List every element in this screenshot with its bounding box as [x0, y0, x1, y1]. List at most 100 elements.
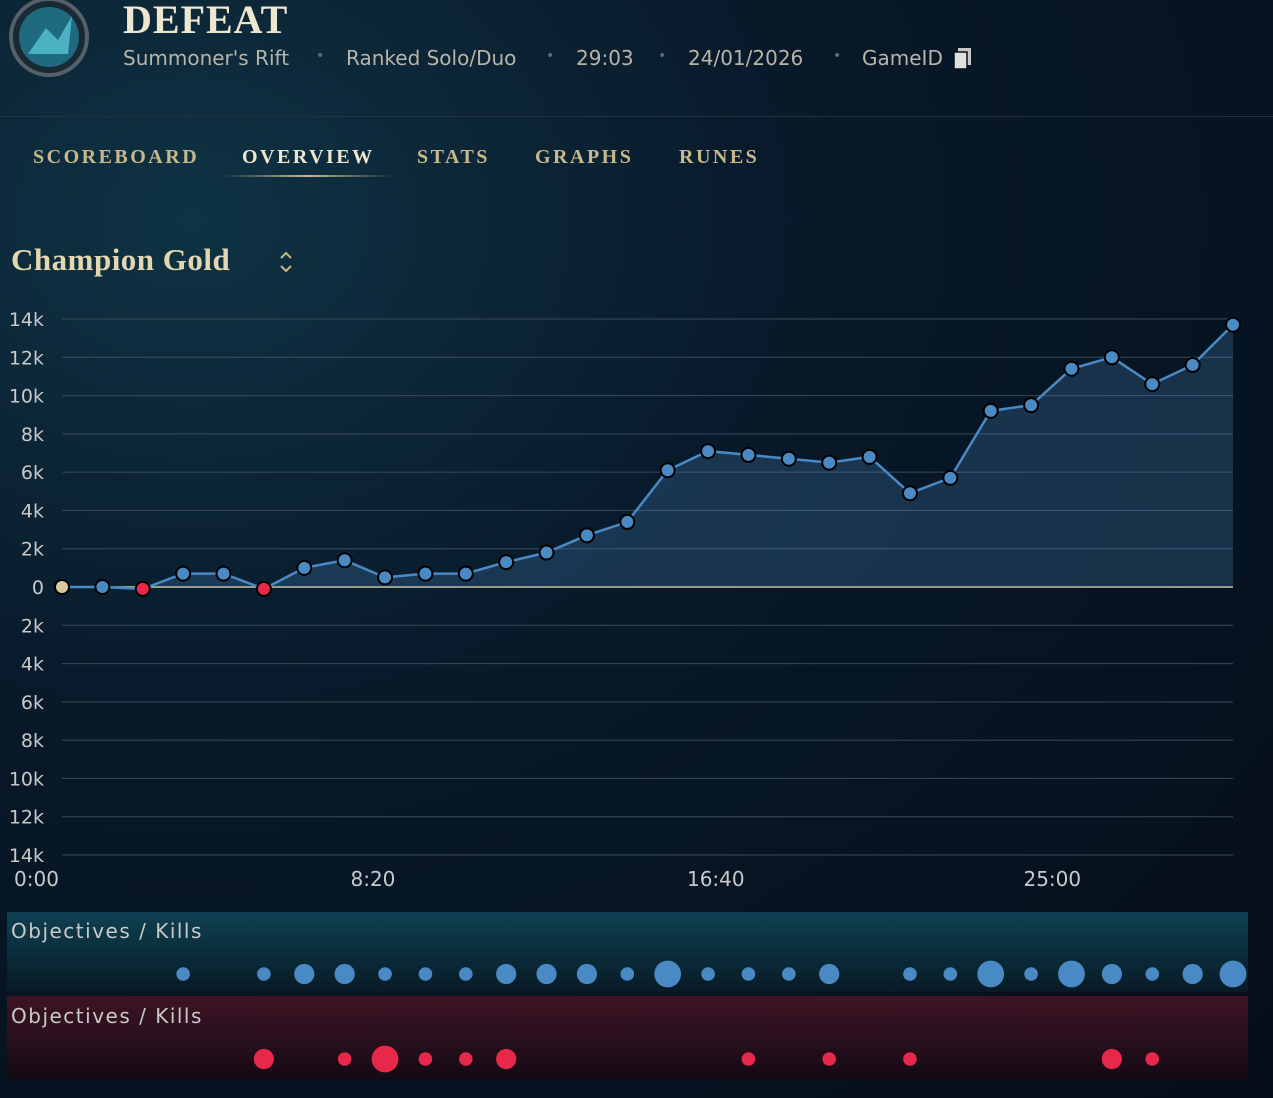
objective-dot [496, 1048, 517, 1070]
area [62, 324, 1233, 589]
objective-dot [371, 1045, 399, 1073]
x-tick-label: 16:40 [687, 867, 745, 891]
point [498, 554, 515, 571]
objective-dot [903, 1052, 917, 1066]
point [1023, 397, 1040, 414]
objective-dot [337, 1052, 352, 1066]
point [942, 469, 959, 486]
objective-dot [334, 963, 355, 985]
tab[interactable]: SCOREBOARD [33, 146, 200, 168]
point [538, 544, 555, 561]
point [901, 485, 918, 502]
point [700, 443, 717, 460]
point [1063, 360, 1080, 377]
point [296, 559, 313, 576]
y-tick-label: 6k [21, 692, 44, 714]
objective-dot [1024, 967, 1038, 981]
objective-dot [741, 967, 756, 981]
champion-icon [9, 0, 89, 77]
lane-label: Objectives / Kills [11, 1004, 203, 1028]
point [1225, 316, 1241, 333]
x-tick-label: 8:20 [350, 867, 395, 891]
x-tick-label: 0:00 [14, 867, 59, 891]
objective-dot [620, 967, 635, 981]
objective-dot [822, 1052, 837, 1066]
x-tick-label: 25:00 [1023, 867, 1081, 891]
point [1103, 349, 1120, 366]
y-tick-label: 2k [21, 539, 44, 561]
y-tick-label: 8k [21, 424, 44, 446]
point [861, 448, 878, 465]
y-tick-label: 12k [9, 347, 44, 369]
point [821, 454, 838, 471]
point [1144, 376, 1161, 393]
objective-dot [782, 967, 796, 981]
point [215, 565, 232, 582]
tab[interactable]: RUNES [679, 146, 760, 168]
point [619, 513, 636, 530]
separator: • [316, 48, 325, 64]
tab[interactable]: STATS [417, 146, 490, 168]
objective-dot [1101, 1048, 1122, 1070]
point [1184, 356, 1201, 373]
objective-dot [977, 960, 1005, 988]
point [54, 579, 70, 595]
separator: • [833, 48, 842, 64]
y-tick-label: 4k [21, 654, 44, 676]
objective-dot [294, 963, 315, 985]
duration: 29:03 [576, 46, 634, 70]
point [94, 579, 111, 595]
objective-dot [1219, 960, 1247, 988]
objective-dot [257, 967, 271, 981]
separator: • [546, 48, 555, 64]
objective-dot [1145, 1052, 1160, 1066]
point [457, 565, 474, 582]
point [255, 580, 272, 597]
objective-dot [701, 967, 715, 981]
objective-dot [1145, 967, 1160, 981]
objective-dot [253, 1048, 274, 1070]
y-tick-label: 6k [21, 462, 44, 484]
chart-title[interactable]: Champion Gold [11, 242, 231, 277]
game-id[interactable]: GameID [862, 46, 943, 70]
objective-dot [654, 960, 682, 988]
objective-dot [378, 967, 392, 981]
point [175, 565, 192, 582]
y-tick-label: 14k [9, 845, 44, 867]
objective-dot [418, 1052, 433, 1066]
y-tick-label: 2k [21, 615, 44, 637]
y-tick-label: 14k [9, 309, 44, 331]
point [417, 565, 434, 582]
objective-dot [903, 967, 917, 981]
point [578, 527, 595, 544]
point [659, 462, 676, 479]
objective-dot [741, 1052, 756, 1066]
objective-dot [536, 963, 557, 985]
y-tick-label: 12k [9, 807, 44, 829]
divider [0, 116, 1273, 117]
copy-icon[interactable] [953, 47, 973, 71]
objective-dot [1058, 960, 1085, 988]
objective-dot [458, 967, 473, 981]
y-tick-label: 0 [32, 577, 44, 599]
point [982, 402, 999, 419]
date: 24/01/2026 [688, 46, 804, 70]
point [134, 580, 151, 597]
point [336, 552, 353, 569]
y-tick-label: 8k [21, 730, 44, 752]
tab-active[interactable]: OVERVIEW [242, 146, 375, 168]
objective-dot [943, 967, 958, 981]
result-title: DEFEAT [123, 0, 289, 42]
objective-dot [819, 963, 840, 985]
sort-icon[interactable] [278, 248, 294, 276]
objective-dot [1182, 963, 1203, 985]
point [740, 446, 757, 463]
tab[interactable]: GRAPHS [535, 146, 634, 168]
point [377, 569, 394, 586]
y-tick-label: 4k [21, 500, 44, 522]
lane-label: Objectives / Kills [11, 919, 203, 943]
enemy-lane [7, 996, 1248, 1080]
objective-dot [576, 963, 598, 985]
